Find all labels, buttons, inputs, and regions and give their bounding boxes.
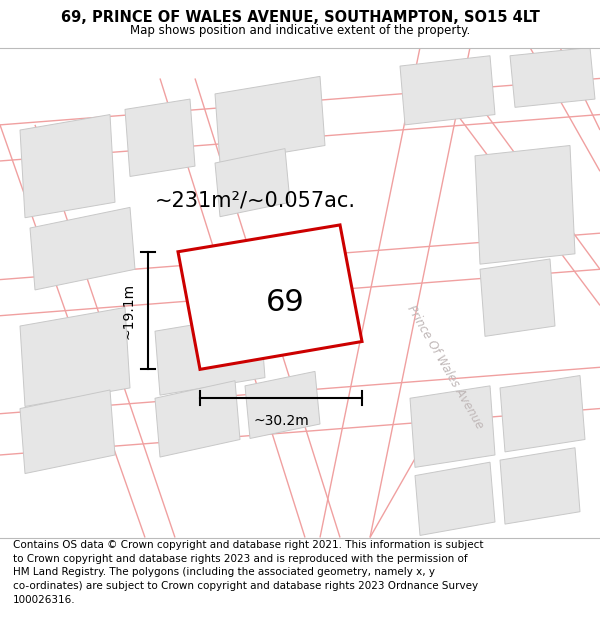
Text: ~231m²/~0.057ac.: ~231m²/~0.057ac. xyxy=(155,190,355,210)
Polygon shape xyxy=(20,390,115,474)
Polygon shape xyxy=(155,314,265,395)
Text: 69, PRINCE OF WALES AVENUE, SOUTHAMPTON, SO15 4LT: 69, PRINCE OF WALES AVENUE, SOUTHAMPTON,… xyxy=(61,11,539,26)
Polygon shape xyxy=(155,381,240,457)
Text: Map shows position and indicative extent of the property.: Map shows position and indicative extent… xyxy=(130,24,470,37)
Text: Prince Of Wales Avenue: Prince Of Wales Avenue xyxy=(404,303,486,431)
Polygon shape xyxy=(500,448,580,524)
Polygon shape xyxy=(30,208,135,290)
Polygon shape xyxy=(410,386,495,468)
Polygon shape xyxy=(178,225,362,369)
Polygon shape xyxy=(125,99,195,176)
Polygon shape xyxy=(245,371,320,439)
Text: Contains OS data © Crown copyright and database right 2021. This information is : Contains OS data © Crown copyright and d… xyxy=(13,540,484,604)
Polygon shape xyxy=(215,149,290,217)
Polygon shape xyxy=(500,376,585,452)
Polygon shape xyxy=(415,462,495,536)
Text: ~30.2m: ~30.2m xyxy=(253,414,309,428)
Polygon shape xyxy=(215,76,325,163)
Text: ~19.1m: ~19.1m xyxy=(122,282,136,339)
Polygon shape xyxy=(510,48,595,108)
Polygon shape xyxy=(475,146,575,264)
Polygon shape xyxy=(20,308,130,406)
Polygon shape xyxy=(20,114,115,218)
Polygon shape xyxy=(400,56,495,125)
Polygon shape xyxy=(480,259,555,336)
Text: 69: 69 xyxy=(266,288,304,316)
